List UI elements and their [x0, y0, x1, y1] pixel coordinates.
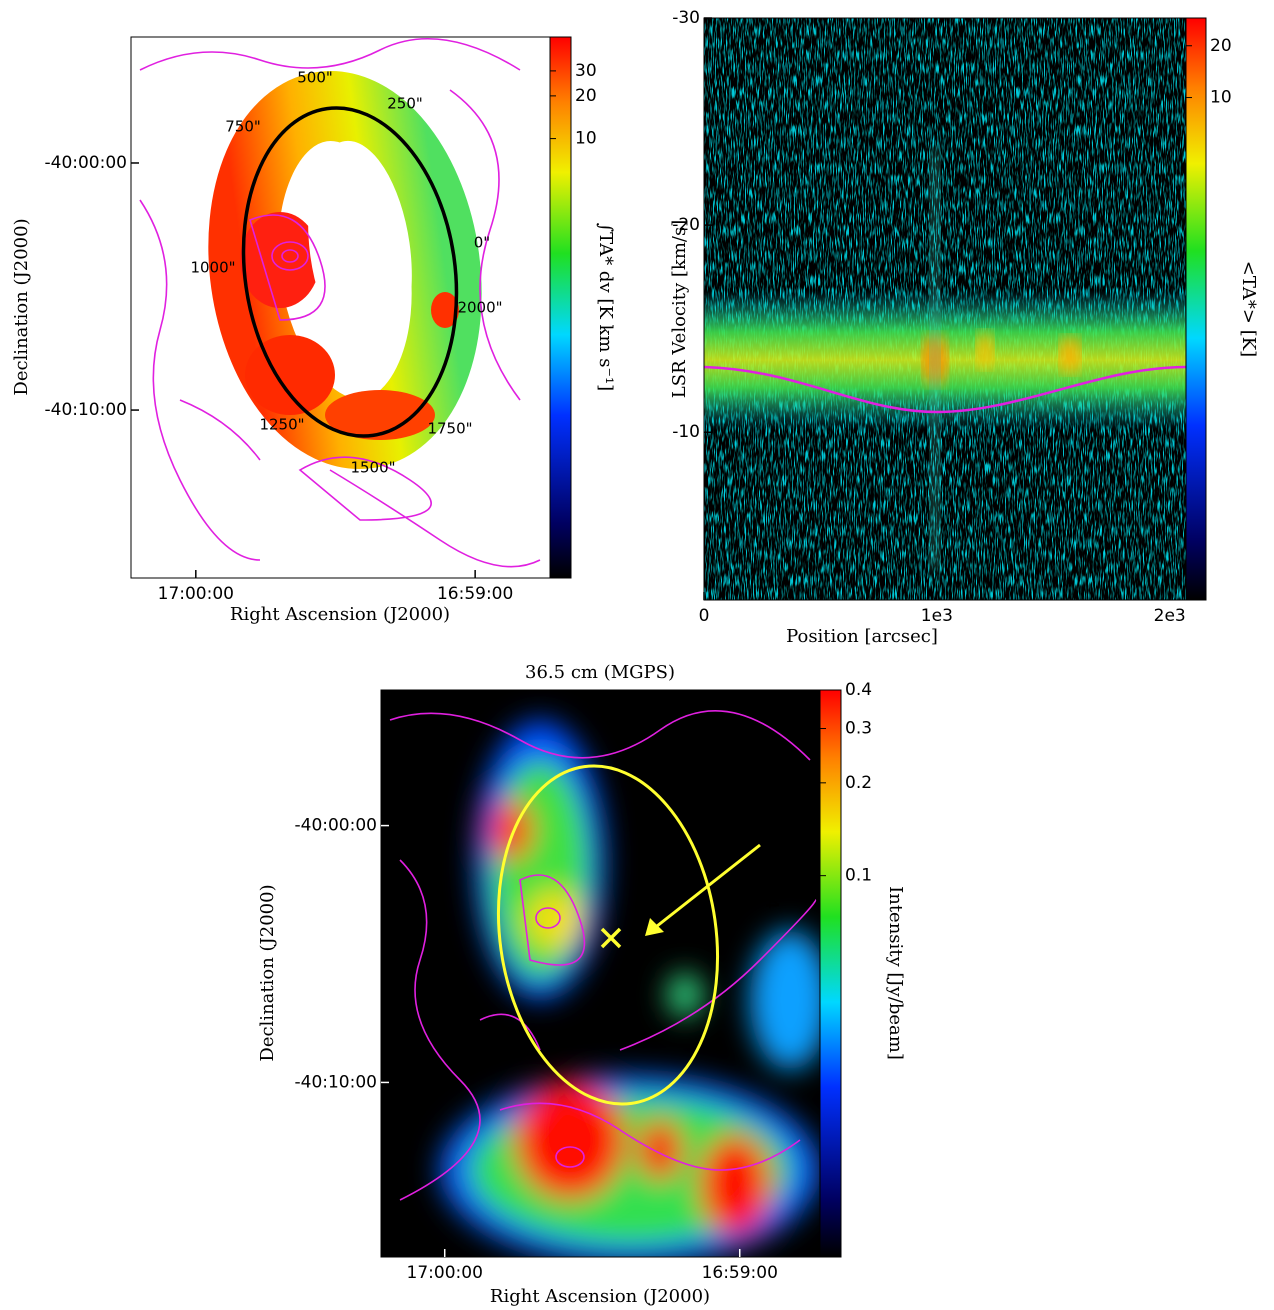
colorbar-tick-label: 20 — [575, 86, 597, 106]
x-tick-label: 17:00:00 — [158, 584, 234, 604]
y-axis-label: Declination (J2000) — [257, 884, 278, 1061]
colorbar-label: <TA*> [K] — [1238, 261, 1259, 357]
map-image — [131, 37, 550, 578]
x-tick-label: 16:59:00 — [437, 584, 513, 604]
annotation: 1250" — [259, 416, 304, 434]
colorbar-tick-label: 0.1 — [845, 866, 872, 886]
annotation: J165920-400424 — [761, 759, 782, 909]
x-axis-label: Right Ascension (J2000) — [230, 604, 450, 625]
colorbar-tick-label: 0.2 — [845, 773, 872, 793]
x-tick-label: 0 — [699, 606, 710, 626]
x-tick-label: 17:00:00 — [407, 1263, 483, 1283]
colorbar-tick-label: 0.3 — [845, 719, 872, 739]
colorbar-tick-label: 10 — [1210, 88, 1232, 108]
x-tick-label: 16:59:00 — [702, 1263, 778, 1283]
colorbar — [549, 36, 572, 579]
colorbar-tick-label: 20 — [1210, 36, 1232, 56]
x-axis-label: Position [arcsec] — [786, 626, 938, 647]
annotation: 500" — [297, 69, 333, 87]
y-axis-label: Declination (J2000) — [11, 218, 32, 395]
chart-title: 36.5 cm (MGPS) — [525, 662, 675, 683]
annotation: 250" — [387, 95, 423, 113]
map-image — [381, 690, 820, 1257]
colorbar — [1185, 17, 1207, 601]
colorbar-label: Intensity [Jy/beam] — [885, 886, 906, 1060]
y-tick-label: -20 — [672, 215, 700, 235]
annotation: 1750" — [427, 420, 472, 438]
colorbar-tick-label: 0.4 — [845, 680, 872, 700]
y-tick-label: -40:10:00 — [295, 1072, 378, 1092]
annotation: 2000" — [457, 299, 502, 317]
colorbar-tick-label: 10 — [575, 129, 597, 149]
annotation: 1000" — [190, 259, 235, 277]
y-tick-label: -30 — [672, 8, 700, 28]
y-tick-label: -40:10:00 — [45, 400, 128, 420]
x-tick-label: 1e3 — [921, 606, 953, 626]
colorbar-tick-label: 30 — [575, 61, 597, 81]
annotation: 0" — [474, 234, 490, 252]
x-axis-label: Right Ascension (J2000) — [490, 1286, 710, 1307]
annotation: 750" — [225, 118, 261, 136]
annotation: 1500" — [350, 459, 395, 477]
y-tick-label: -10 — [672, 422, 700, 442]
x-tick-label: 2e3 — [1154, 606, 1186, 626]
colorbar — [819, 689, 842, 1258]
y-tick-label: -40:00:00 — [295, 816, 378, 836]
y-tick-label: -40:00:00 — [45, 153, 128, 173]
pv-image — [704, 18, 1186, 600]
colorbar-label: ∫TA* dv [K km s⁻¹] — [595, 223, 616, 391]
y-axis-label: LSR Velocity [km/s] — [669, 220, 690, 398]
